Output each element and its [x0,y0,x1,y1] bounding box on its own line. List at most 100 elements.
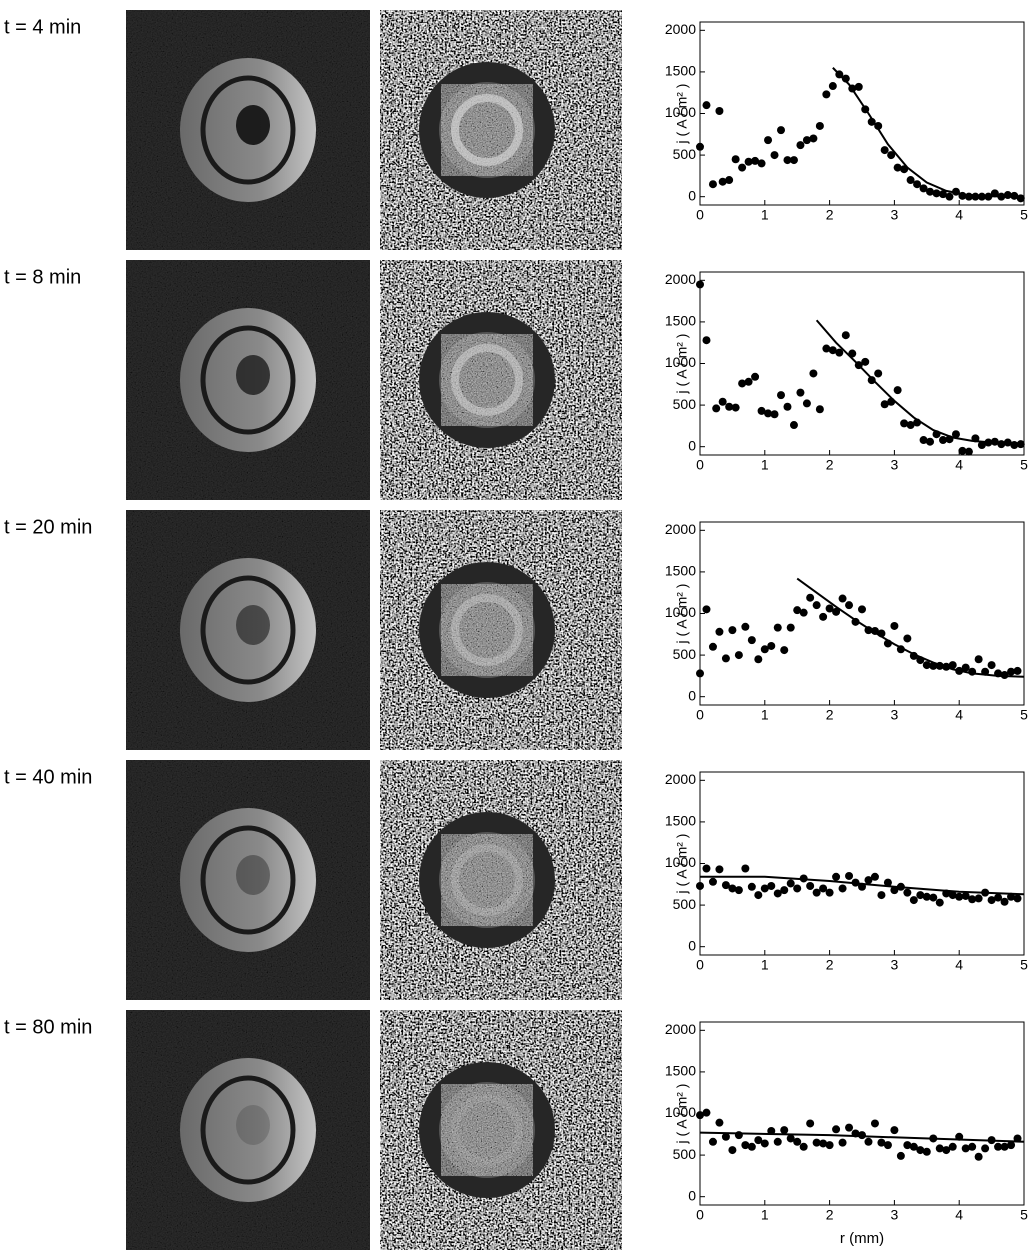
data-point [744,377,753,386]
data-point [696,1111,704,1120]
data-point [841,74,850,83]
x-tick-label: 0 [696,707,704,723]
data-point [702,1108,711,1117]
data-point [760,1139,769,1148]
data-point [809,369,818,378]
data-point [926,187,935,196]
data-point [708,1137,717,1146]
data-point [974,655,983,664]
x-tick-label: 5 [1020,957,1028,973]
data-point [890,1126,899,1135]
data-point [913,180,922,189]
y-tick-label: 500 [673,896,697,912]
data-point [825,604,834,613]
data-point [777,391,785,400]
data-point [981,1144,990,1153]
data-point [789,421,798,430]
data-point [1000,1142,1009,1151]
data-point [832,607,841,616]
data-point [945,192,954,201]
data-point [773,623,782,632]
y-tick-label: 0 [688,187,696,203]
data-point [845,601,854,610]
data-point [838,884,847,893]
data-point [880,146,889,155]
data-point [922,661,931,670]
data-point [696,881,704,890]
data-point [893,386,902,395]
data-point [754,1136,763,1145]
y-tick-label: 1500 [665,313,696,329]
fit-line [832,67,1025,198]
data-point [909,1142,918,1151]
data-point [864,876,873,885]
data-point [916,1146,925,1155]
sample-core [236,855,270,895]
data-point [783,402,792,411]
data-point [738,163,747,172]
x-tick-label: 1 [761,957,769,973]
data-point [828,82,837,91]
x-tick-label: 2 [826,957,834,973]
x-tick-label: 4 [955,957,963,973]
data-point [832,872,841,881]
y-axis-label: j ( A / m² ) [674,1084,690,1145]
data-point [845,1123,854,1132]
plot-frame [699,521,1025,706]
y-tick-label: 2000 [665,521,696,537]
data-point [715,627,724,636]
data-point [893,163,902,172]
data-point [741,1141,750,1150]
data-point [887,151,896,160]
data-point [780,646,789,655]
x-tick-label: 3 [891,1207,899,1223]
data-point [806,881,815,890]
data-point [696,669,704,678]
data-point [955,892,964,901]
x-tick-label: 0 [696,957,704,973]
sample-core [236,355,270,395]
data-point [696,142,704,151]
x-tick-label: 3 [891,207,899,223]
data-point [948,891,957,900]
data-point [961,891,970,900]
data-point [718,177,727,186]
data-point [718,397,727,406]
data-point [958,446,967,455]
y-tick-label: 0 [688,687,696,703]
data-point [786,879,795,888]
data-point [903,888,912,897]
data-point [828,346,837,355]
y-axis-label: j ( A / m² ) [674,334,690,395]
data-point [764,136,773,145]
data-point [757,159,766,168]
data-point [815,405,824,414]
data-point [838,594,847,603]
data-point [702,605,711,614]
plot-frame [699,21,1025,206]
row-title: t = 80 min [4,1016,92,1038]
y-tick-label: 0 [688,437,696,453]
data-point [802,136,811,145]
data-point [987,896,996,905]
data-point [751,156,760,165]
data-point [796,141,805,150]
phase-glow [451,94,523,166]
x-tick-label: 3 [891,707,899,723]
fit-line [815,319,1025,445]
sample-ring [200,825,296,935]
data-point [708,877,717,886]
data-point [1013,666,1022,675]
x-tick-label: 2 [826,707,834,723]
data-point [715,107,724,116]
data-point [1007,1141,1016,1150]
data-point [708,642,717,651]
data-point [799,1142,808,1151]
data-point [793,606,802,615]
data-point [854,82,863,91]
data-point [767,641,776,650]
data-point [696,280,704,289]
data-point [948,661,957,670]
data-point [728,626,737,635]
